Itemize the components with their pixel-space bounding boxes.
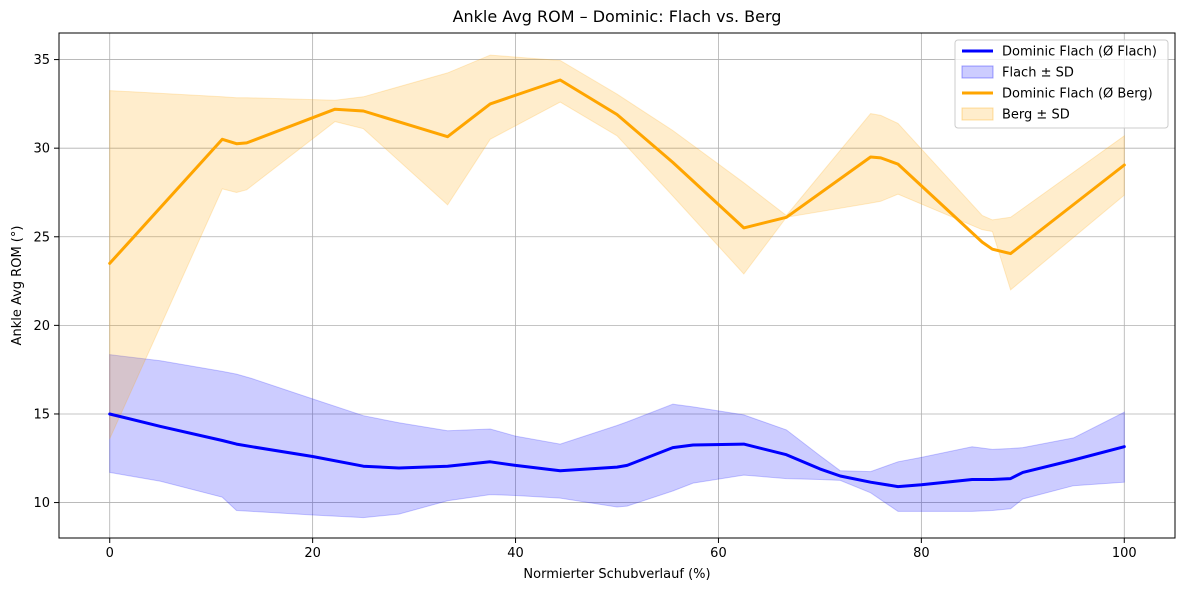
y-tick-label: 10 [33,496,50,511]
plot-frame [58,32,1176,539]
y-tick-label: 35 [33,53,50,68]
series-lines [108,78,1126,489]
y-axis: 10 15 20 25 30 35 [33,53,59,511]
x-tick-label: 40 [507,546,524,561]
y-tick-label: 15 [33,407,50,422]
sd-bands [109,54,1125,519]
sd-band-0 [109,354,1125,519]
legend-box [954,39,1169,129]
grid [59,33,1175,538]
y-tick-label: 20 [33,319,50,334]
x-tick-label: 0 [106,546,114,561]
chart-title: Ankle Avg ROM – Dominic: Flach vs. Berg [453,7,782,26]
legend-entry-label: Berg ± SD [1002,108,1070,123]
x-axis: 0 20 40 60 80 100 [106,538,1137,561]
x-tick-label: 80 [913,546,930,561]
x-tick-label: 100 [1112,546,1137,561]
legend: Dominic Flach (Ø Flach) Flach ± SD Dominic… [954,39,1169,129]
legend-band-swatch [961,107,994,121]
y-tick-label: 30 [33,142,50,157]
x-axis-label: Normierter Schubverlauf (%) [523,567,710,582]
series-line-0 [108,412,1126,489]
sd-band-1 [109,54,1125,440]
legend-entry-label: Dominic Flach (Ø Flach) [1002,45,1157,60]
legend-entry-label: Flach ± SD [1002,66,1074,81]
y-axis-label: Ankle Avg ROM (°) [10,226,25,346]
x-tick-label: 60 [710,546,727,561]
y-tick-label: 25 [33,230,50,245]
series-line-1 [108,78,1126,265]
legend-band-swatch [961,65,994,79]
x-tick-label: 20 [304,546,321,561]
legend-entry-label: Dominic Flach (Ø Berg) [1002,87,1153,102]
